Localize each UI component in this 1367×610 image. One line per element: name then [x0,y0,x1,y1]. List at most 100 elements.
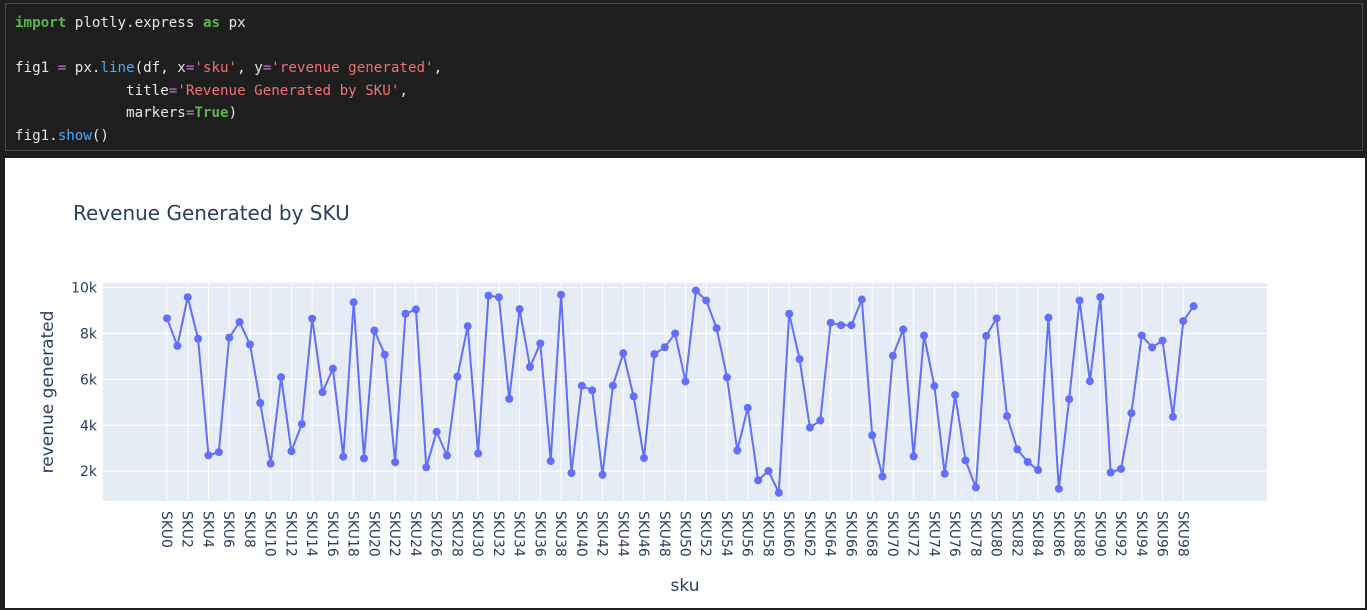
data-point[interactable] [214,448,223,457]
data-point[interactable] [837,321,846,330]
data-point[interactable] [442,451,451,460]
data-point[interactable] [1065,395,1074,404]
data-point[interactable] [1075,296,1084,305]
series-markers[interactable] [163,286,1198,497]
data-point[interactable] [1158,336,1167,345]
data-point[interactable] [1168,412,1177,421]
data-point[interactable] [1085,377,1094,386]
data-point[interactable] [671,329,680,338]
data-point[interactable] [764,466,773,475]
data-point[interactable] [785,309,794,318]
data-point[interactable] [370,326,379,335]
data-point[interactable] [868,431,877,440]
data-point[interactable] [546,457,555,466]
data-point[interactable] [453,372,462,381]
data-point[interactable] [277,373,286,382]
data-point[interactable] [1148,343,1157,352]
data-point[interactable] [484,291,493,300]
data-point[interactable] [805,423,814,432]
data-point[interactable] [256,399,265,408]
data-point[interactable] [297,420,306,429]
data-point[interactable] [349,298,358,307]
data-point[interactable] [1023,457,1032,466]
data-point[interactable] [287,447,296,456]
data-point[interactable] [1013,445,1022,454]
data-point[interactable] [194,334,203,343]
data-point[interactable] [525,362,534,371]
data-point[interactable] [463,322,472,331]
data-point[interactable] [577,381,586,390]
data-point[interactable] [754,476,763,485]
data-point[interactable] [515,305,524,314]
data-point[interactable] [888,351,897,360]
data-point[interactable] [1179,317,1188,326]
data-point[interactable] [629,392,638,401]
data-point[interactable] [1054,484,1063,493]
data-point[interactable] [1096,292,1105,301]
data-point[interactable] [743,403,752,412]
data-point[interactable] [1137,331,1146,340]
data-point[interactable] [183,293,192,302]
data-point[interactable] [567,469,576,478]
data-point[interactable] [650,350,659,359]
data-point[interactable] [847,321,856,330]
data-point[interactable] [380,350,389,359]
data-point[interactable] [909,452,918,461]
data-point[interactable] [557,290,566,299]
data-point[interactable] [930,382,939,391]
data-point[interactable] [774,488,783,497]
data-point[interactable] [920,331,929,340]
data-point[interactable] [588,386,597,395]
data-point[interactable] [432,427,441,436]
data-point[interactable] [940,469,949,478]
data-point[interactable] [173,341,182,350]
data-point[interactable] [1106,468,1115,477]
data-point[interactable] [691,286,700,295]
data-point[interactable] [961,456,970,465]
data-point[interactable] [328,364,337,373]
data-point[interactable] [318,388,327,397]
data-point[interactable] [505,394,514,403]
line-chart[interactable]: Revenue Generated by SKU 2k 4k 6k 8k 10k SKU… [5,158,1365,608]
data-point[interactable] [816,416,825,425]
data-point[interactable] [702,296,711,305]
data-point[interactable] [494,293,503,302]
data-point[interactable] [1127,409,1136,418]
data-point[interactable] [391,458,400,467]
data-point[interactable] [422,463,431,472]
data-point[interactable] [204,451,213,460]
data-point[interactable] [992,314,1001,323]
data-point[interactable] [245,340,254,349]
data-point[interactable] [899,325,908,334]
data-point[interactable] [608,381,617,390]
data-point[interactable] [360,454,369,463]
data-point[interactable] [619,349,628,358]
data-point[interactable] [733,446,742,455]
data-point[interactable] [660,343,669,352]
data-point[interactable] [235,318,244,327]
data-point[interactable] [826,318,835,327]
data-point[interactable] [1034,466,1043,475]
data-point[interactable] [722,373,731,382]
data-point[interactable] [857,295,866,304]
data-point[interactable] [308,314,317,323]
data-point[interactable] [339,452,348,461]
data-point[interactable] [951,390,960,399]
code-cell[interactable]: import plotly.express as px fig1 = px.li… [5,3,1363,151]
data-point[interactable] [971,483,980,492]
data-point[interactable] [982,332,991,341]
data-point[interactable] [163,314,171,323]
data-point[interactable] [795,355,804,364]
data-point[interactable] [1044,313,1053,322]
data-point[interactable] [225,333,234,342]
data-point[interactable] [1117,464,1126,473]
data-point[interactable] [266,459,275,468]
data-point[interactable] [712,324,721,333]
data-point[interactable] [598,470,607,479]
data-point[interactable] [411,305,420,314]
data-point[interactable] [1002,412,1011,421]
data-point[interactable] [878,472,887,481]
data-point[interactable] [640,454,649,463]
data-point[interactable] [681,377,690,386]
data-point[interactable] [474,449,483,458]
